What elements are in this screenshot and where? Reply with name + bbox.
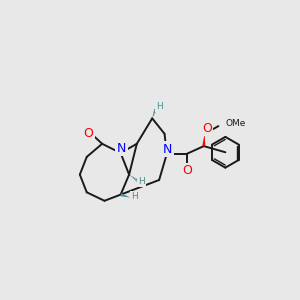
Text: O: O [182, 164, 192, 177]
Text: OMe: OMe [225, 118, 246, 127]
Text: O: O [83, 127, 93, 140]
Text: H: H [138, 177, 145, 186]
Text: O: O [202, 122, 212, 135]
Text: N: N [117, 142, 126, 155]
Text: H: H [131, 192, 138, 201]
Polygon shape [202, 134, 205, 146]
Polygon shape [120, 193, 131, 198]
Text: H: H [156, 102, 163, 111]
Text: N: N [163, 143, 172, 156]
